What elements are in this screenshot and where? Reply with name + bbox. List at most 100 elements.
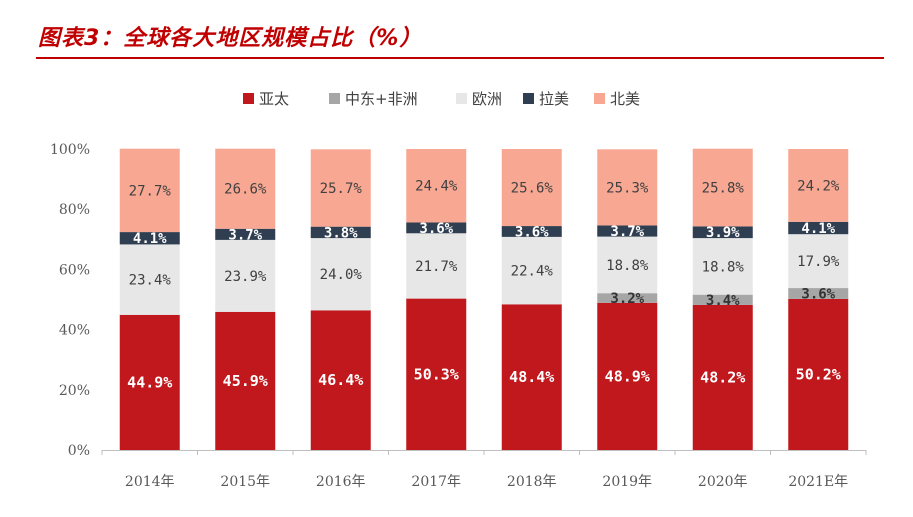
bar-segment-4-3 xyxy=(501,226,562,237)
bar-area: 44.9% 23.4% 4.1% 27.7% 45.9% 23.9% 3.7% 26.6% 46… xyxy=(119,148,849,450)
bar-segment-0-4 xyxy=(119,148,180,233)
y-tick-label: 80% xyxy=(59,202,90,218)
bar-segment-0-2 xyxy=(119,244,180,315)
bar-segment-3-3 xyxy=(406,222,467,234)
x-tick-label: 2014年 xyxy=(125,474,175,490)
data-label-0-4: 27.7% xyxy=(129,183,172,199)
bar-segment-1-2 xyxy=(215,239,276,312)
legend-swatch-3 xyxy=(523,93,534,104)
data-label-5-2: 18.8% xyxy=(606,258,649,274)
data-label-4-4: 25.6% xyxy=(511,181,554,197)
bar-segment-0-0 xyxy=(119,314,180,450)
y-tick-label: 40% xyxy=(59,323,90,339)
data-label-6-3: 3.9% xyxy=(706,225,740,241)
bar-segment-2-4 xyxy=(310,149,371,227)
x-tick-label: 2018年 xyxy=(507,474,557,490)
data-label-7-0: 50.2% xyxy=(796,365,841,383)
bar-segment-1-0 xyxy=(215,311,276,450)
legend-swatch-2 xyxy=(456,93,467,104)
data-label-0-3: 4.1% xyxy=(133,231,167,247)
data-label-3-2: 21.7% xyxy=(415,259,458,275)
x-tick-label: 2019年 xyxy=(602,474,652,490)
y-tick-label: 60% xyxy=(59,262,90,278)
data-label-4-2: 22.4% xyxy=(511,264,554,280)
bar-segment-7-2 xyxy=(788,234,849,289)
x-tick-label: 2017年 xyxy=(411,474,461,490)
data-label-7-2: 17.9% xyxy=(797,254,840,270)
bar-segment-6-2 xyxy=(692,238,753,295)
data-label-6-0: 48.2% xyxy=(700,368,745,386)
legend-label-3: 拉美 xyxy=(539,90,569,108)
data-label-3-3: 3.6% xyxy=(419,221,453,237)
data-label-2-0: 46.4% xyxy=(318,371,363,389)
data-label-1-3: 3.7% xyxy=(228,227,262,243)
bar-segment-3-4 xyxy=(406,149,467,223)
bar-segment-5-1 xyxy=(597,293,658,303)
data-label-5-0: 48.9% xyxy=(605,367,650,385)
bar-segment-2-3 xyxy=(310,226,371,239)
legend-swatch-4 xyxy=(594,93,605,104)
data-label-3-4: 24.4% xyxy=(415,179,458,195)
bar-segment-5-0 xyxy=(597,302,658,450)
legend-swatch-0 xyxy=(243,93,254,104)
data-label-5-1: 3.2% xyxy=(610,291,644,307)
bar-segment-3-2 xyxy=(406,233,467,299)
y-tick-label: 20% xyxy=(59,383,90,399)
data-label-0-2: 23.4% xyxy=(129,273,172,289)
x-tick-label: 2020年 xyxy=(698,474,748,490)
data-label-5-3: 3.7% xyxy=(610,224,644,240)
bar-segment-7-1 xyxy=(788,288,849,299)
bar-segment-5-3 xyxy=(597,225,658,237)
bar-segment-6-1 xyxy=(692,294,753,305)
data-label-1-0: 45.9% xyxy=(223,372,268,390)
bar-segment-0-3 xyxy=(119,232,180,245)
page-title: 图表3：全球各大地区规模占比（%） xyxy=(38,26,423,51)
bar-segment-6-3 xyxy=(692,226,753,239)
data-label-7-3: 4.1% xyxy=(801,221,835,237)
x-axis: 2014年 2015年 2016年 2017年 2018年 2019年 2020年 2021E… xyxy=(101,450,867,490)
bar-segment-2-2 xyxy=(310,238,371,311)
data-label-2-2: 24.0% xyxy=(320,267,363,283)
bar-segment-7-0 xyxy=(788,298,849,450)
x-tick-label: 2016年 xyxy=(316,474,366,490)
data-label-4-3: 3.6% xyxy=(515,224,549,240)
data-label-6-4: 25.8% xyxy=(702,181,745,197)
y-axis: 0% 20% 40% 60% 80% 100% xyxy=(50,142,90,459)
bar-segment-4-4 xyxy=(501,149,562,227)
data-label-2-3: 3.8% xyxy=(324,225,358,241)
data-label-0-0: 44.9% xyxy=(127,373,172,391)
title-divider xyxy=(36,57,884,59)
x-tick-label: 2021E年 xyxy=(788,474,848,490)
bar-segment-4-0 xyxy=(501,304,562,450)
data-label-2-4: 25.7% xyxy=(320,181,363,197)
bar-segment-2-0 xyxy=(310,310,371,450)
bar-segment-6-0 xyxy=(692,304,753,450)
legend-label-2: 欧洲 xyxy=(472,90,502,108)
bar-segment-5-4 xyxy=(597,149,658,226)
bar-segment-7-3 xyxy=(788,221,849,235)
bar-segment-4-2 xyxy=(501,236,562,305)
legend-swatch-1 xyxy=(329,93,340,104)
data-label-7-4: 24.2% xyxy=(797,178,840,194)
data-label-5-4: 25.3% xyxy=(606,180,649,196)
header: 图表3：全球各大地区规模占比（%） xyxy=(0,0,913,64)
bar-segment-5-2 xyxy=(597,236,658,294)
bar-segment-3-0 xyxy=(406,298,467,450)
data-label-3-0: 50.3% xyxy=(414,365,459,383)
data-label-6-1: 3.4% xyxy=(706,293,740,309)
data-label-4-0: 48.4% xyxy=(509,368,554,386)
data-label-7-1: 3.6% xyxy=(801,286,835,302)
bar-segment-7-4 xyxy=(788,149,849,222)
chart-legend: 亚太 中东+非洲 欧洲 拉美 北美 xyxy=(243,90,640,108)
legend-label-1: 中东+非洲 xyxy=(345,90,418,108)
data-label-1-4: 26.6% xyxy=(224,182,267,198)
y-tick-label: 0% xyxy=(68,443,90,459)
bar-segment-6-4 xyxy=(692,148,753,227)
data-label-1-2: 23.9% xyxy=(224,269,267,285)
x-tick-label: 2015年 xyxy=(220,474,270,490)
data-label-6-2: 18.8% xyxy=(702,259,745,275)
bar-segment-1-3 xyxy=(215,228,276,240)
legend-label-0: 亚太 xyxy=(259,90,289,108)
y-tick-label: 100% xyxy=(50,142,90,158)
